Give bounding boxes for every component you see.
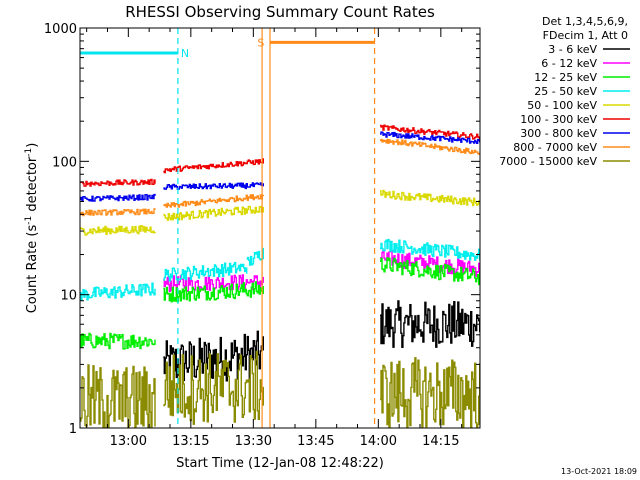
y-tick-label-2: 100 bbox=[52, 155, 77, 170]
series-100-300-kev-segment-0 bbox=[80, 178, 156, 187]
series-800-7000-kev bbox=[80, 138, 605, 217]
series-25-50-kev bbox=[80, 238, 605, 301]
legend-label-3-6-kev: 3 - 6 keV bbox=[548, 43, 597, 56]
legend-item-50-100-kev: 50 - 100 keV bbox=[527, 99, 630, 112]
series-50-100-kev-segment-1 bbox=[163, 205, 264, 221]
legend-label-800-7000-kev: 800 - 7000 keV bbox=[513, 141, 597, 154]
series-7000-15000-kev-segment-1 bbox=[163, 350, 264, 425]
legend-header-line-1: Det 1,3,4,5,6,9, bbox=[542, 15, 628, 28]
series-6-12-kev bbox=[163, 249, 605, 330]
series-3-6-kev bbox=[163, 300, 605, 382]
series-7000-15000-kev bbox=[80, 350, 605, 428]
legend-label-50-100-kev: 50 - 100 keV bbox=[527, 99, 597, 112]
series-800-7000-kev-segment-1 bbox=[163, 194, 264, 208]
series-100-300-kev-segment-1 bbox=[163, 158, 264, 174]
series-12-25-kev bbox=[80, 257, 605, 350]
y-tick-label-1: 10 bbox=[60, 289, 77, 304]
flag-label-n: N bbox=[181, 47, 189, 60]
y-tick-label-3: 1000 bbox=[44, 22, 77, 37]
legend-item-100-300-kev: 100 - 300 keV bbox=[520, 113, 630, 126]
legend-label-25-50-kev: 25 - 50 keV bbox=[534, 85, 597, 98]
series-100-300-kev-segment-2 bbox=[380, 124, 480, 140]
legend-item-3-6-kev: 3 - 6 keV bbox=[548, 43, 630, 56]
x-tick-label-0: 13:00 bbox=[110, 434, 147, 449]
series-7000-15000-kev-segment-0 bbox=[80, 364, 156, 428]
flag-layer bbox=[80, 28, 376, 428]
series-50-100-kev-segment-3 bbox=[497, 209, 605, 226]
series-7000-15000-kev-segment-3 bbox=[497, 367, 605, 428]
x-tick-label-2: 13:30 bbox=[235, 434, 272, 449]
series-800-7000-kev-segment-2 bbox=[380, 138, 480, 155]
series-12-25-kev-segment-1 bbox=[163, 281, 264, 303]
x-tick-label-5: 14:15 bbox=[422, 434, 459, 449]
legend-item-6-12-kev: 6 - 12 keV bbox=[541, 57, 630, 70]
series-800-7000-kev-segment-3 bbox=[497, 168, 605, 194]
legend-item-12-25-kev: 12 - 25 keV bbox=[534, 71, 630, 84]
legend-label-300-800-kev: 300 - 800 keV bbox=[520, 127, 597, 140]
legend-label-7000-15000-kev: 7000 - 15000 keV bbox=[499, 155, 597, 168]
x-tick-label-4: 14:00 bbox=[360, 434, 397, 449]
series-6-12-kev-segment-2 bbox=[497, 308, 605, 330]
series-800-7000-kev-segment-0 bbox=[80, 208, 156, 217]
series-12-25-kev-segment-2 bbox=[380, 257, 480, 286]
plot-frame bbox=[79, 27, 481, 429]
legend-label-12-25-kev: 12 - 25 keV bbox=[534, 71, 597, 84]
series-300-800-kev-segment-1 bbox=[163, 182, 264, 190]
y-axis-label: Count Rate (s-1 detector-1) bbox=[24, 143, 40, 314]
series-7000-15000-kev-segment-2 bbox=[380, 357, 480, 428]
legend-item-300-800-kev: 300 - 800 keV bbox=[520, 127, 630, 140]
series-300-800-kev-segment-2 bbox=[380, 131, 480, 144]
legend-header-line-2: FDecim 1, Att 0 bbox=[543, 29, 628, 42]
x-tick-label-3: 13:45 bbox=[297, 434, 334, 449]
legend-item-800-7000-kev: 800 - 7000 keV bbox=[513, 141, 630, 154]
x-axis-label: Start Time (12-Jan-08 12:48:22) bbox=[176, 456, 384, 471]
series-50-100-kev-segment-2 bbox=[380, 189, 480, 207]
legend-label-100-300-kev: 100 - 300 keV bbox=[520, 113, 597, 126]
series-300-800-kev bbox=[80, 131, 480, 202]
series-3-6-kev-segment-2 bbox=[497, 312, 605, 358]
legend: Det 1,3,4,5,6,9, FDecim 1, Att 0 3 - 6 k… bbox=[499, 15, 630, 168]
flag-label-s: S bbox=[257, 36, 264, 49]
chart-title: RHESSI Observing Summary Count Rates bbox=[125, 3, 435, 21]
series-12-25-kev-segment-0 bbox=[80, 332, 156, 350]
series-25-50-kev-segment-2 bbox=[246, 247, 264, 266]
series-100-300-kev bbox=[80, 124, 480, 187]
series-300-800-kev-segment-0 bbox=[80, 193, 156, 202]
legend-label-6-12-kev: 6 - 12 keV bbox=[541, 57, 597, 70]
series-25-50-kev-segment-3 bbox=[380, 238, 480, 261]
series-50-100-kev-segment-0 bbox=[80, 225, 156, 236]
series-50-100-kev bbox=[80, 189, 605, 236]
x-tick-label-1: 13:15 bbox=[172, 434, 209, 449]
y-tick-label-0: 1 bbox=[69, 422, 77, 437]
series-25-50-kev-segment-0 bbox=[80, 282, 156, 301]
footer-timestamp: 13-Oct-2021 18:09 bbox=[561, 467, 637, 476]
legend-item-7000-15000-kev: 7000 - 15000 keV bbox=[499, 155, 630, 168]
series-25-50-kev-segment-4 bbox=[497, 265, 605, 287]
series-12-25-kev-segment-3 bbox=[497, 304, 605, 331]
legend-item-25-50-kev: 25 - 50 keV bbox=[534, 85, 630, 98]
series-layer bbox=[80, 124, 605, 428]
axis-layer: 13:00 13:15 13:30 13:45 14:00 14:15 1 10 100 1000 bbox=[44, 22, 480, 449]
